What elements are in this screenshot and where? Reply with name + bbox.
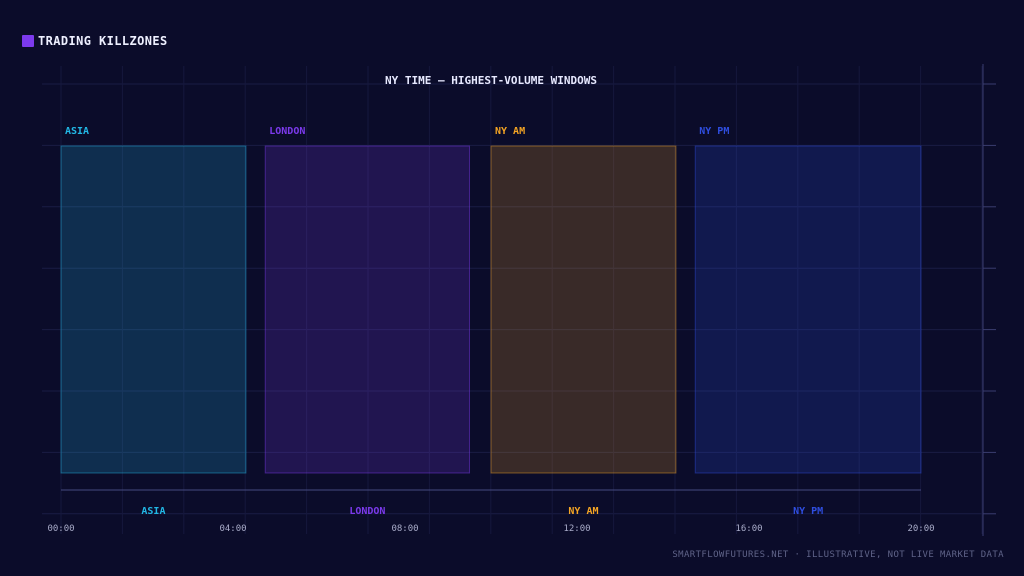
session-label-top: NY AM	[495, 126, 525, 137]
session-window-asia	[60, 145, 247, 474]
session-window-ny-pm	[694, 145, 922, 474]
session-window-london	[264, 145, 470, 474]
session-label-bottom: NY PM	[793, 506, 823, 517]
x-tick-label: 12:00	[563, 524, 590, 534]
session-label-top: NY PM	[699, 126, 729, 137]
x-tick-label: 00:00	[47, 524, 74, 534]
session-label-top: LONDON	[269, 126, 305, 137]
brand-title: TRADING KILLZONES	[38, 34, 168, 48]
x-tick-label: 08:00	[391, 524, 418, 534]
x-tick-label: 04:00	[219, 524, 246, 534]
x-tick-label: 20:00	[907, 524, 934, 534]
header: TRADING KILLZONES	[22, 34, 168, 48]
session-label-bottom: ASIA	[141, 506, 165, 517]
session-label-bottom: LONDON	[349, 506, 385, 517]
grid-layer	[42, 66, 983, 534]
session-label-top: ASIA	[65, 126, 89, 137]
session-label-bottom: NY AM	[568, 506, 598, 517]
session-window-ny-am	[490, 145, 677, 474]
footer-disclaimer: SMARTFLOWFUTURES.NET · ILLUSTRATIVE, NOT…	[672, 550, 1004, 560]
x-tick-label: 16:00	[735, 524, 762, 534]
brand-square-icon	[22, 35, 34, 47]
chart-title: NY TIME — HIGHEST-VOLUME WINDOWS	[385, 74, 597, 87]
